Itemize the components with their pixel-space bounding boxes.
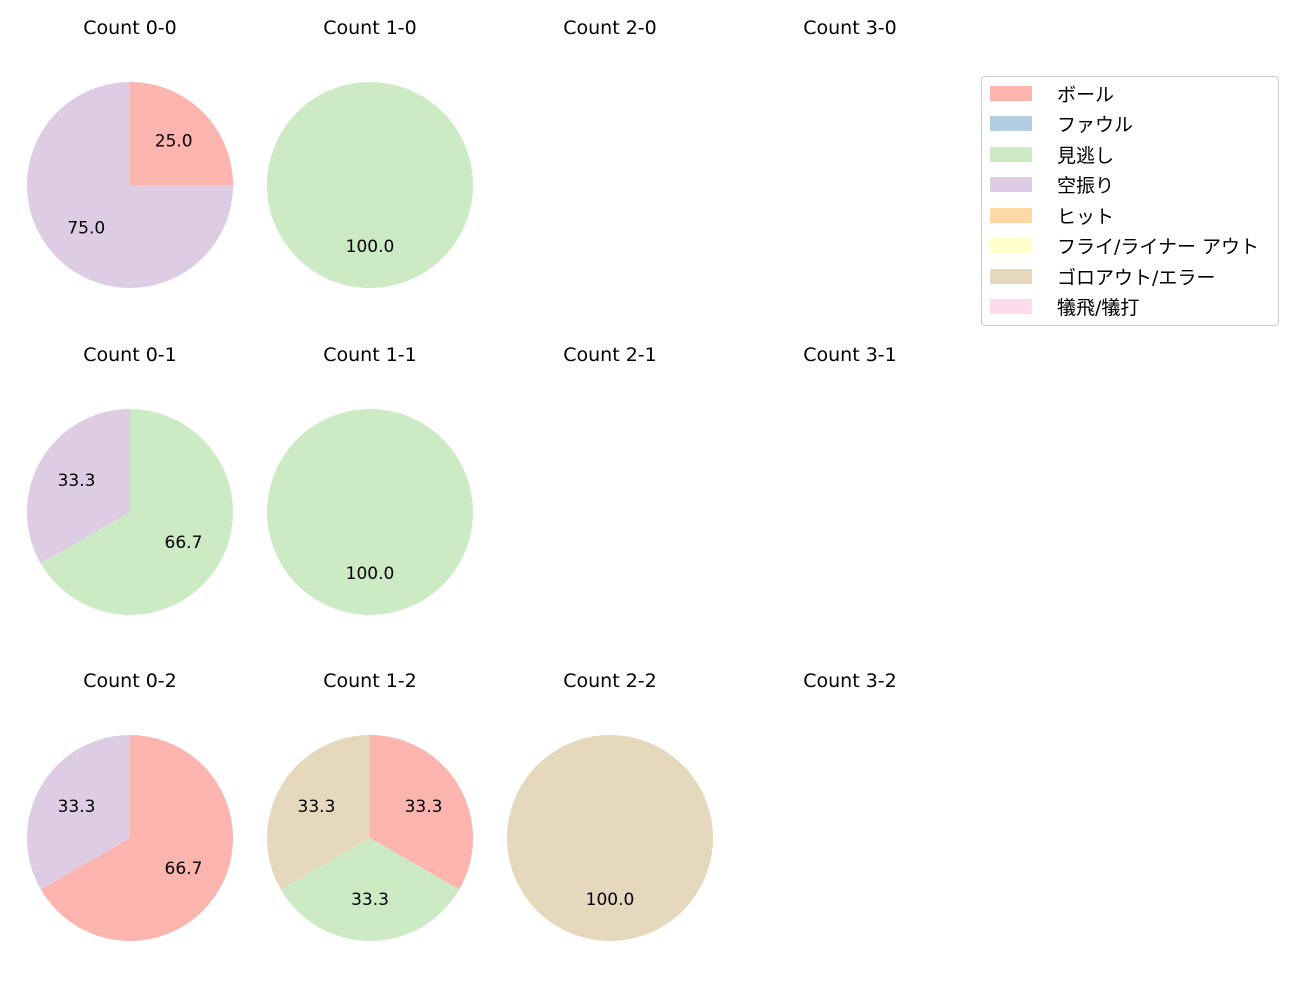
- legend-swatch: [990, 116, 1032, 131]
- subplot-title: Count 0-1: [83, 344, 177, 366]
- pie-value-label: 25.0: [155, 131, 193, 151]
- pie-wedge: [40, 409, 233, 615]
- legend-swatch: [990, 238, 1032, 253]
- pie-wedge: [40, 735, 233, 941]
- subplot-title: Count 2-2: [563, 670, 657, 692]
- legend-label: 見逃し: [1057, 144, 1115, 167]
- pie-subplot: Count 1-2 33.3 33.3 33.3: [260, 669, 480, 969]
- subplot-title: Count 0-0: [83, 17, 177, 39]
- legend-swatch: [990, 146, 1032, 162]
- legend-item: ボール: [990, 81, 1115, 106]
- subplot-title: Count 1-1: [323, 344, 417, 366]
- pie-value-label: 33.3: [58, 471, 96, 491]
- subplot-title: Count 2-1: [563, 344, 657, 366]
- pie-value-label: 75.0: [67, 219, 105, 239]
- pie-subplot: Count 1-1 100.0: [260, 343, 480, 643]
- pie-chart: 100.0: [267, 82, 473, 288]
- pie-value-label: 100.0: [346, 564, 395, 584]
- pie-wedge: [267, 82, 473, 288]
- legend-label: 犠飛/犠打: [1057, 297, 1140, 319]
- pie-chart: 66.7 33.3: [26, 409, 233, 615]
- legend-label: 空振り: [1057, 175, 1115, 197]
- subplot-title: Count 3-2: [803, 670, 897, 692]
- pie-subplot: Count 2-0: [500, 16, 720, 316]
- pie-value-label: 100.0: [586, 890, 635, 910]
- legend-label: ファウル: [1057, 114, 1134, 136]
- legend-swatch: [990, 207, 1032, 223]
- legend-item: ファウル: [990, 112, 1133, 136]
- legend-swatch: [990, 85, 1032, 101]
- pie-value-label: 33.3: [405, 797, 443, 817]
- pie-wedge: [27, 82, 233, 288]
- pie-wedge: [26, 409, 131, 564]
- legend-label: フライ/ライナー アウト: [1057, 236, 1260, 258]
- legend-swatch: [990, 299, 1032, 314]
- legend: ボールファウル見逃し空振りヒットフライ/ライナー アウト ゴロアウト/エラー 犠飛/…: [981, 76, 1279, 326]
- pie-chart: 100.0: [507, 735, 713, 941]
- pie-subplot: Count 2-1: [500, 343, 720, 643]
- pie-value-label: 33.3: [58, 797, 96, 817]
- pie-subplot: Count 0-2 66.7 33.3: [20, 669, 240, 969]
- pie-wedge: [267, 735, 370, 890]
- pie-value-label: 33.3: [298, 797, 336, 817]
- legend-item: ヒット: [990, 203, 1115, 228]
- pie-value-label: 33.3: [351, 890, 389, 910]
- pie-wedge: [507, 735, 713, 941]
- legend-label: ヒット: [1057, 205, 1115, 228]
- pie-chart: 33.3 33.3 33.3: [267, 735, 473, 941]
- legend-label: ゴロアウト/エラー: [1057, 266, 1216, 289]
- subplot-title: Count 2-0: [563, 17, 657, 39]
- pie-subplot: Count 3-1: [740, 343, 960, 643]
- pie-subplot: Count 0-0 25.0 75.0: [20, 16, 240, 316]
- pie-subplot: Count 1-0 100.0: [260, 16, 480, 316]
- pie-value-label: 66.7: [165, 533, 203, 553]
- pie-value-label: 66.7: [165, 859, 203, 879]
- legend-item: 空振り: [990, 173, 1114, 197]
- legend-label: ボール: [1057, 83, 1115, 106]
- subplot-title: Count 0-2: [83, 670, 177, 692]
- pie-subplot: Count 0-1 66.7 33.3: [20, 343, 240, 643]
- subplot-title: Count 3-0: [803, 17, 897, 39]
- pie-subplot: Count 3-2: [740, 669, 960, 969]
- pie-chart: 100.0: [267, 409, 473, 615]
- pie-chart: 25.0 75.0: [27, 82, 233, 288]
- pie-chart: 66.7 33.3: [26, 735, 233, 941]
- legend-item: 見逃し: [990, 142, 1115, 167]
- legend-swatch: [990, 177, 1032, 192]
- subplot-title: Count 1-0: [323, 17, 417, 39]
- subplot-title: Count 3-1: [803, 344, 897, 366]
- legend-item: ゴロアウト/エラー: [990, 264, 1216, 289]
- pie-subplot: Count 3-0: [740, 16, 960, 316]
- pie-wedge: [26, 735, 131, 890]
- pie-wedge: [267, 409, 473, 615]
- pie-wedge: [130, 82, 233, 185]
- legend-swatch: [990, 268, 1032, 284]
- pie-wedge: [370, 735, 473, 890]
- legend-item: フライ/ライナー アウト: [990, 234, 1259, 258]
- subplot-title: Count 1-2: [323, 670, 417, 692]
- legend-item: 犠飛/犠打: [990, 295, 1139, 319]
- pie-value-label: 100.0: [346, 237, 395, 257]
- pie-subplot: Count 2-2 100.0: [500, 669, 720, 969]
- pie-wedge: [280, 838, 460, 941]
